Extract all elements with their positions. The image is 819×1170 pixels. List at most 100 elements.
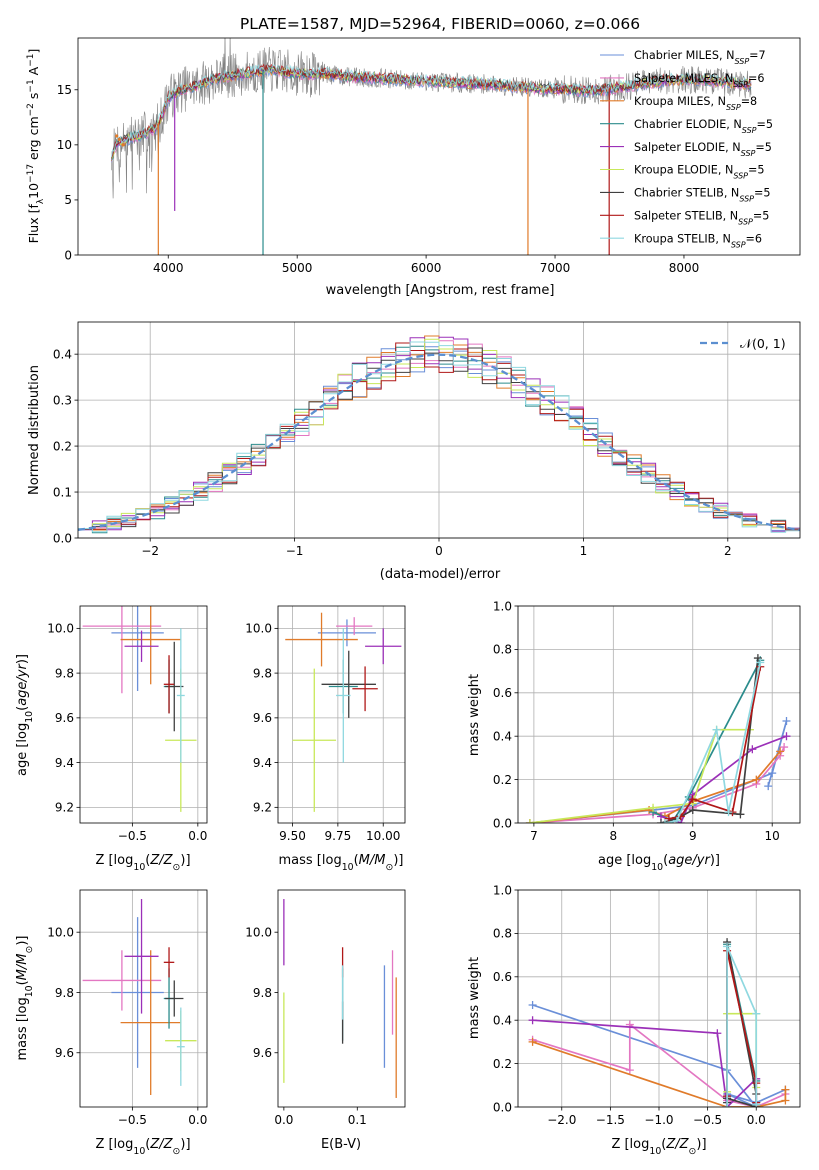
x-tick-label: −2.0 bbox=[547, 1113, 576, 1127]
x-tick-label: 0.0 bbox=[188, 1113, 207, 1127]
x-axis-label: Z [log10(Z/Z⊙)] bbox=[95, 1137, 190, 1157]
axes-frame bbox=[517, 605, 801, 824]
model-marker bbox=[121, 143, 125, 147]
x-tick-label: −0.5 bbox=[118, 829, 147, 843]
series-line bbox=[529, 750, 781, 823]
x-tick-label: −1.5 bbox=[596, 1113, 625, 1127]
series-point bbox=[723, 942, 732, 951]
age-weight-panel: 7 8 9 10 0.0 0.2 0.4 0.6 0.8 1.0 age [log10(age/yr… bbox=[467, 599, 801, 873]
z-weight-plot-area bbox=[528, 938, 790, 1107]
error-bar-point bbox=[285, 612, 358, 667]
series-point bbox=[528, 1001, 537, 1010]
y-axis-label: mass weight bbox=[467, 957, 482, 1039]
mass-age-plot-area bbox=[285, 612, 402, 812]
z-age-panel: −0.5 0.0 9.2 9.4 9.6 9.8 10.0 Z [log10(Z/Z⊙)] ag… bbox=[15, 605, 208, 873]
z-weight-panel: −2.0 −1.5 −1.0 −0.5 0.0 0.0 0.2 0.4 0.6 0.8 1.0 Z [… bbox=[467, 883, 801, 1157]
legend-entry: Kroupa MILES, NSSP=8 bbox=[634, 95, 757, 112]
y-tick-label: 9.6 bbox=[253, 711, 272, 725]
z-age-plot-area bbox=[82, 606, 197, 812]
y-tick-label: 0.6 bbox=[493, 686, 512, 700]
y-tick-label: 10 bbox=[57, 138, 72, 152]
error-bar-point bbox=[365, 628, 402, 665]
y-tick-label: 0.2 bbox=[53, 439, 72, 453]
error-bar-point bbox=[82, 606, 162, 694]
x-tick-label: 8 bbox=[610, 829, 618, 843]
series-point bbox=[781, 1096, 790, 1105]
y-tick-label: 0.8 bbox=[493, 643, 512, 657]
histogram-salpeter-stelib bbox=[78, 342, 800, 531]
x-axis-label: age [log10(age/yr)] bbox=[598, 853, 720, 873]
error-bar-point bbox=[120, 606, 181, 685]
figure-title: PLATE=1587, MJD=52964, FIBERID=0060, z=0… bbox=[240, 15, 640, 33]
residuals-panel: −2 −1 0 1 2 0.0 0.1 0.2 0.3 0.4 𝒩(0, 1) (data-model… bbox=[27, 321, 801, 582]
y-tick-label: 9.8 bbox=[55, 986, 74, 1000]
series-point bbox=[736, 810, 745, 819]
series-point bbox=[528, 1037, 537, 1046]
legend-entry: Kroupa STELIB, NSSP=6 bbox=[634, 232, 762, 249]
residuals-legend: 𝒩(0, 1) bbox=[700, 336, 786, 351]
z-mass-panel: −0.5 0.0 9.6 9.8 10.0 Z [log10(Z/Z⊙)] mass [lo… bbox=[15, 889, 208, 1157]
legend-entry: Salpeter ELODIE, NSSP=5 bbox=[634, 141, 772, 158]
x-tick-label: −0.5 bbox=[118, 1113, 147, 1127]
series-line bbox=[726, 1012, 758, 1092]
series-point bbox=[660, 819, 669, 823]
error-bar-point bbox=[176, 628, 185, 763]
y-tick-label: 1.0 bbox=[493, 599, 512, 613]
y-axis-label: age [log10(age/yr)] bbox=[15, 654, 35, 776]
error-bar-point bbox=[124, 899, 159, 1014]
weight-series-salpeter-stelib bbox=[664, 662, 765, 823]
y-tick-label: 10.0 bbox=[47, 925, 74, 939]
x-tick-label: 6000 bbox=[411, 261, 442, 275]
x-tick-label: 4000 bbox=[153, 261, 184, 275]
ebv-mass-panel: 0.0 0.1 9.6 9.8 10.0 E(B-V) bbox=[245, 889, 406, 1152]
error-bar-point bbox=[165, 980, 184, 1017]
y-tick-label: 9.4 bbox=[55, 756, 74, 770]
error-bar-point bbox=[120, 950, 181, 1095]
y-tick-label: 10.0 bbox=[245, 622, 272, 636]
error-bar-point bbox=[321, 650, 376, 718]
y-tick-label: 9.8 bbox=[253, 666, 272, 680]
weight-series-salpeter-stelib bbox=[723, 946, 761, 1107]
y-axis-label: mass [log10(M/M⊙)] bbox=[15, 936, 35, 1061]
x-tick-label: 0.1 bbox=[348, 1113, 367, 1127]
residuals-plot-area bbox=[78, 335, 800, 534]
series-point bbox=[782, 732, 791, 741]
y-tick-label: 0.2 bbox=[493, 773, 512, 787]
series-point bbox=[664, 814, 673, 823]
error-bar-point bbox=[163, 655, 175, 714]
axes-frame bbox=[77, 321, 801, 539]
x-tick-label: 0 bbox=[435, 544, 443, 558]
x-tick-label: 2 bbox=[724, 544, 732, 558]
legend-entry: Chabrier STELIB, NSSP=5 bbox=[634, 187, 771, 204]
series-point bbox=[748, 745, 757, 754]
x-tick-label: −1.0 bbox=[644, 1113, 673, 1127]
legend-entry: Kroupa ELODIE, NSSP=5 bbox=[634, 164, 765, 181]
series-point bbox=[753, 654, 762, 663]
series-point bbox=[752, 1100, 761, 1107]
weight-series-kroupa-stelib bbox=[660, 658, 765, 823]
y-tick-label: 9.6 bbox=[55, 711, 74, 725]
error-bar-point bbox=[336, 617, 373, 636]
series-point bbox=[672, 816, 681, 823]
x-tick-label: 5000 bbox=[282, 261, 313, 275]
series-point bbox=[713, 1029, 722, 1038]
x-tick-label: −0.5 bbox=[693, 1113, 722, 1127]
spectrum-legend: Chabrier MILES, NSSP=7 Salpeter MILES, NS… bbox=[600, 49, 773, 249]
series-point bbox=[656, 819, 665, 823]
series-line bbox=[532, 1022, 786, 1107]
x-axis-label: Z [log10(Z/Z⊙)] bbox=[611, 1137, 706, 1157]
x-tick-label: 1 bbox=[580, 544, 588, 558]
y-tick-label: 9.4 bbox=[253, 756, 272, 770]
y-tick-label: 0 bbox=[64, 248, 72, 262]
x-tick-label: −2 bbox=[141, 544, 159, 558]
legend-entry: 𝒩(0, 1) bbox=[740, 336, 786, 351]
error-bar-point bbox=[163, 947, 175, 978]
error-bar-point bbox=[352, 666, 378, 712]
x-tick-label: 0.0 bbox=[747, 1113, 766, 1127]
y-tick-label: 0.4 bbox=[493, 1014, 512, 1028]
x-tick-label: 0.0 bbox=[274, 1113, 293, 1127]
series-point bbox=[712, 725, 721, 734]
y-tick-label: 1.0 bbox=[493, 883, 512, 897]
x-tick-label: 9.75 bbox=[325, 829, 352, 843]
